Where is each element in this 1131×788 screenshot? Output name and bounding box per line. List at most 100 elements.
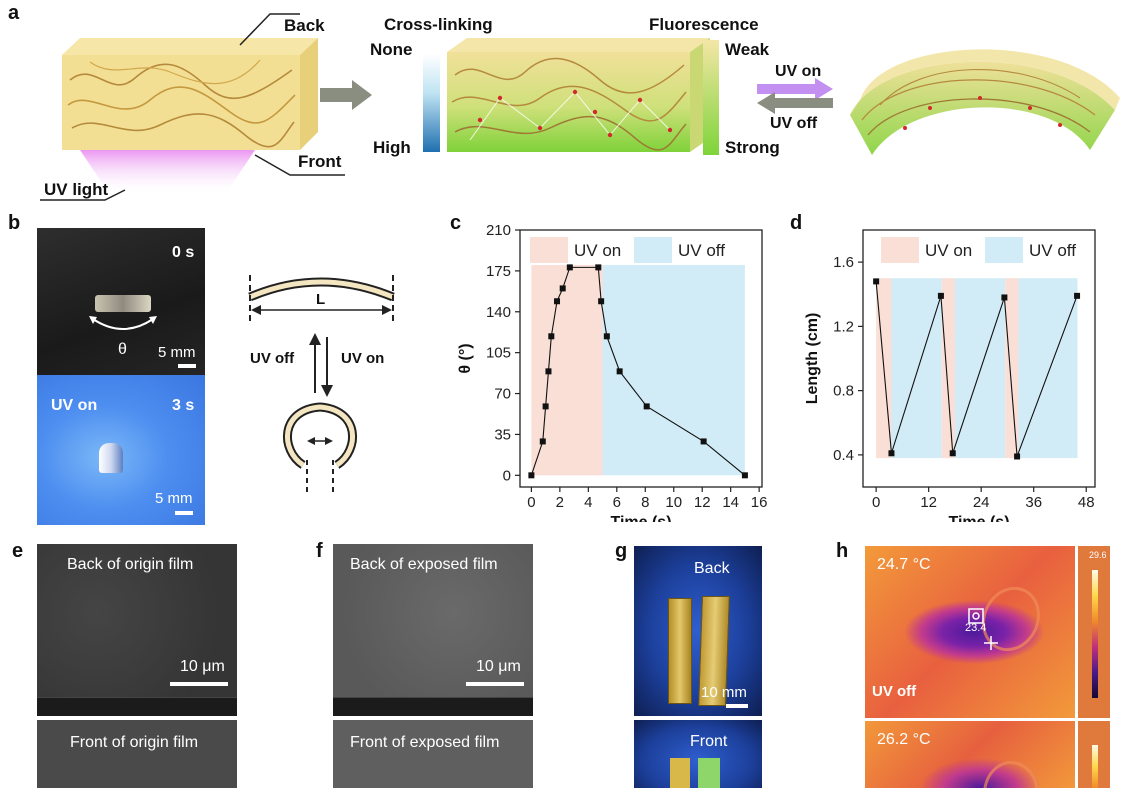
- legend-label-0: UV on: [925, 241, 972, 260]
- x-tick-label: 12: [694, 494, 711, 511]
- scale-bar-top: [178, 364, 196, 368]
- data-point: [554, 298, 561, 305]
- scale-bar-g: [726, 704, 748, 708]
- time-0s: 0 s: [172, 244, 195, 261]
- x-tick-label: 24: [973, 494, 990, 511]
- fluorescence-label: Fluorescence: [649, 15, 759, 34]
- uv-on-photo-label: UV on: [51, 397, 98, 414]
- none-label: None: [370, 40, 413, 59]
- panel-b-label: b: [8, 212, 21, 234]
- back-label: Back: [284, 16, 325, 35]
- legend-label-0: UV on: [574, 241, 621, 260]
- y-tick-label: 140: [486, 304, 511, 321]
- panel-g-label: g: [615, 540, 628, 562]
- data-point: [1001, 294, 1008, 301]
- panel-c-label: c: [450, 212, 462, 234]
- time-3s: 3 s: [172, 397, 195, 414]
- high-label: High: [373, 138, 411, 157]
- uv-light-glow: [80, 150, 255, 195]
- scale-10um-e: 10 μm: [180, 658, 225, 675]
- film-sample: [95, 295, 151, 312]
- crosslinked-film-block: [447, 38, 710, 152]
- x-axis-label: Time (s): [610, 514, 671, 522]
- x-axis-label: Time (s): [948, 514, 1009, 522]
- y-tick-label: 105: [486, 345, 511, 362]
- plot-frame: [519, 229, 763, 488]
- uv-on-label-a: UV on: [775, 63, 822, 80]
- data-point: [542, 403, 549, 410]
- sample-photo-3s: [37, 375, 205, 525]
- shaded-region-uv-off-1: [891, 278, 942, 459]
- theta-symbol: θ: [118, 341, 127, 358]
- scale-bar-e: [170, 682, 228, 686]
- length-symbol: L: [316, 291, 326, 308]
- panel-e-label: e: [12, 540, 24, 562]
- caption-back-origin: Back of origin film: [67, 556, 194, 573]
- film-strip-left: [668, 598, 692, 704]
- data-point: [528, 472, 535, 479]
- x-tick-label: 16: [751, 494, 768, 511]
- bending-schematic: [248, 275, 395, 493]
- weak-label: Weak: [725, 40, 770, 59]
- scale-5mm-bottom: 5 mm: [155, 490, 193, 507]
- film-strip-front-left: [670, 758, 690, 788]
- cross-linking-gradient-bar: [423, 54, 440, 152]
- legend-swatch-0: [530, 237, 568, 263]
- panel-a-label: a: [8, 2, 20, 24]
- data-point: [545, 368, 552, 375]
- scale-bar-bottom: [175, 511, 193, 515]
- temp-reading-bottom: 26.2 °C: [877, 731, 931, 748]
- data-point: [888, 450, 895, 457]
- data-point: [700, 438, 707, 445]
- panel-d-label: d: [790, 212, 803, 234]
- uv-on-label-b: UV on: [341, 350, 385, 367]
- y-tick-label: 0.8: [833, 383, 854, 400]
- x-tick-label: 14: [722, 494, 739, 511]
- y-axis-label: θ (°): [457, 343, 474, 373]
- y-tick-label: 35: [494, 426, 511, 443]
- fluorescence-gradient-bar: [703, 40, 719, 155]
- uv-off-label-a: UV off: [770, 115, 818, 132]
- sem-info-strip: [333, 697, 533, 716]
- scale-10um-f: 10 μm: [476, 658, 521, 675]
- back-label-g: Back: [694, 560, 730, 577]
- x-tick-label: 10: [665, 494, 682, 511]
- colorbar-max-value: 29.6: [1089, 550, 1107, 560]
- data-point: [741, 472, 748, 479]
- thermal-colorbar: [1092, 570, 1098, 698]
- cross-linking-label: Cross-linking: [384, 15, 493, 34]
- shaded-region-uv-off-3: [954, 278, 1006, 459]
- x-tick-label: 2: [556, 494, 564, 511]
- shaded-region-uv-off-1: [602, 265, 745, 476]
- front-label-g: Front: [690, 733, 728, 750]
- scale-5mm-top: 5 mm: [158, 344, 196, 361]
- length-vs-time-chart: UV on UV off 0 12 24 36 48 0.4 0.8 1.2 1.6 Time (s)…: [804, 229, 1096, 522]
- x-tick-label: 48: [1078, 494, 1095, 511]
- sem-info-strip: [37, 697, 237, 716]
- data-point: [1014, 453, 1021, 460]
- sem-back-origin: [37, 544, 237, 716]
- spot-marker-icon: [968, 608, 984, 624]
- panel-h-label: h: [836, 540, 849, 562]
- legend-swatch-1: [985, 237, 1023, 263]
- spot-temperature: 23.4: [965, 622, 987, 634]
- theta-vs-time-chart: UV on UV off 0 2 4 6 8 10 12 14 16 0 35 70 105 140 175 21…: [457, 222, 768, 522]
- y-tick-label: 1.2: [833, 318, 854, 335]
- temp-reading-top: 24.7 °C: [877, 556, 931, 573]
- data-point: [643, 403, 650, 410]
- data-point: [873, 278, 880, 285]
- y-tick-label: 0.4: [833, 447, 854, 464]
- plot-frame: [862, 229, 1096, 488]
- data-point: [595, 264, 602, 271]
- data-point: [603, 333, 610, 340]
- sem-front-origin: [37, 720, 237, 788]
- uv-light-label: UV light: [44, 180, 109, 199]
- y-axis-label: Length (cm): [804, 313, 821, 405]
- data-point: [1074, 292, 1081, 299]
- shaded-region-uv-on-4: [1005, 278, 1019, 459]
- process-arrow: [320, 80, 372, 110]
- thermal-image-uv-off: [865, 546, 1075, 718]
- uv-off-arrow: [757, 92, 833, 114]
- scale-bar-f: [466, 682, 524, 686]
- sem-back-exposed: [333, 544, 533, 716]
